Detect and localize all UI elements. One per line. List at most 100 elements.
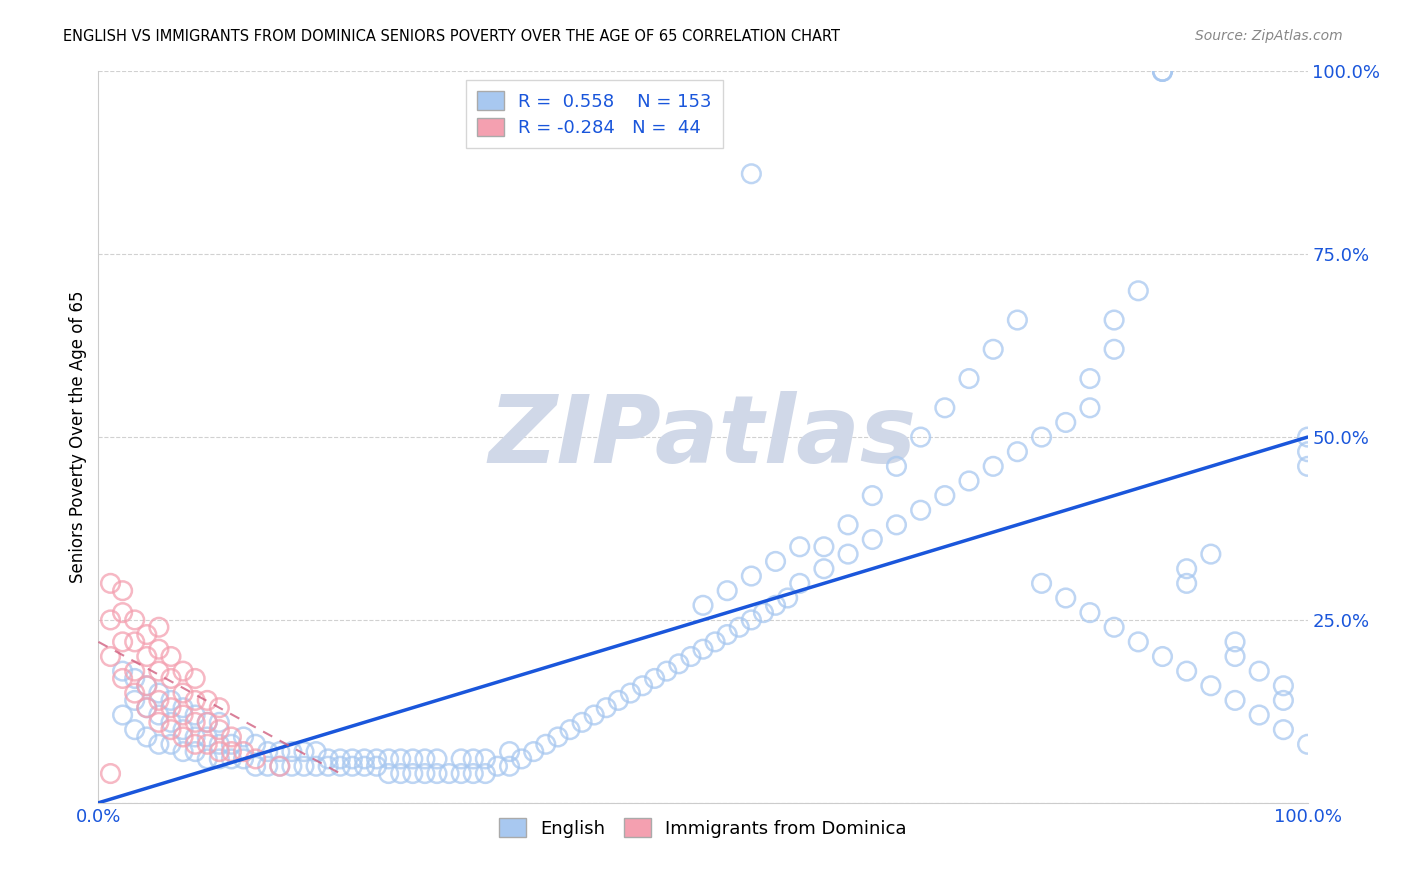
Point — [208, 737, 231, 751]
Point — [292, 759, 315, 773]
Point — [765, 554, 787, 568]
Point — [208, 752, 231, 766]
Point — [1175, 664, 1198, 678]
Point — [221, 745, 243, 759]
Point — [1031, 576, 1053, 591]
Point — [692, 642, 714, 657]
Point — [1223, 693, 1246, 707]
Point — [534, 737, 557, 751]
Point — [111, 606, 134, 620]
Point — [100, 613, 122, 627]
Text: ZIPatlas: ZIPatlas — [489, 391, 917, 483]
Point — [184, 745, 207, 759]
Point — [813, 540, 835, 554]
Point — [124, 664, 146, 678]
Point — [135, 700, 157, 714]
Point — [377, 766, 399, 780]
Point — [111, 708, 134, 723]
Point — [413, 752, 436, 766]
Point — [934, 401, 956, 415]
Point — [135, 700, 157, 714]
Point — [208, 745, 231, 759]
Point — [644, 672, 666, 686]
Point — [305, 745, 328, 759]
Point — [316, 752, 339, 766]
Point — [160, 693, 183, 707]
Point — [195, 752, 218, 766]
Point — [124, 686, 146, 700]
Point — [1128, 284, 1150, 298]
Point — [1199, 679, 1222, 693]
Point — [172, 723, 194, 737]
Point — [148, 737, 170, 751]
Point — [1031, 430, 1053, 444]
Point — [111, 672, 134, 686]
Point — [342, 759, 364, 773]
Point — [1152, 64, 1174, 78]
Point — [160, 700, 183, 714]
Point — [704, 635, 727, 649]
Point — [124, 672, 146, 686]
Point — [668, 657, 690, 671]
Point — [426, 766, 449, 780]
Point — [1102, 343, 1125, 357]
Point — [910, 430, 932, 444]
Point — [402, 752, 425, 766]
Point — [366, 759, 388, 773]
Point — [1296, 459, 1319, 474]
Point — [160, 715, 183, 730]
Point — [208, 723, 231, 737]
Point — [232, 752, 254, 766]
Text: ENGLISH VS IMMIGRANTS FROM DOMINICA SENIORS POVERTY OVER THE AGE OF 65 CORRELATI: ENGLISH VS IMMIGRANTS FROM DOMINICA SENI… — [63, 29, 841, 44]
Point — [184, 715, 207, 730]
Point — [135, 679, 157, 693]
Point — [510, 752, 533, 766]
Point — [463, 752, 485, 766]
Point — [402, 766, 425, 780]
Point — [148, 642, 170, 657]
Point — [1296, 737, 1319, 751]
Point — [281, 759, 304, 773]
Point — [221, 730, 243, 744]
Point — [195, 737, 218, 751]
Point — [100, 576, 122, 591]
Point — [1078, 401, 1101, 415]
Point — [498, 745, 520, 759]
Point — [934, 489, 956, 503]
Point — [692, 599, 714, 613]
Point — [957, 371, 980, 385]
Point — [1078, 371, 1101, 385]
Point — [316, 759, 339, 773]
Point — [1152, 64, 1174, 78]
Point — [1102, 620, 1125, 634]
Point — [1007, 313, 1029, 327]
Point — [135, 627, 157, 641]
Point — [292, 745, 315, 759]
Point — [860, 489, 883, 503]
Point — [281, 745, 304, 759]
Point — [837, 547, 859, 561]
Text: Source: ZipAtlas.com: Source: ZipAtlas.com — [1195, 29, 1343, 43]
Point — [172, 745, 194, 759]
Point — [256, 759, 278, 773]
Point — [486, 759, 509, 773]
Point — [813, 562, 835, 576]
Point — [389, 752, 412, 766]
Point — [111, 635, 134, 649]
Point — [1296, 444, 1319, 458]
Point — [1296, 430, 1319, 444]
Point — [124, 723, 146, 737]
Point — [353, 759, 375, 773]
Point — [1007, 444, 1029, 458]
Point — [221, 752, 243, 766]
Point — [160, 737, 183, 751]
Point — [160, 672, 183, 686]
Point — [232, 730, 254, 744]
Point — [195, 730, 218, 744]
Point — [740, 167, 762, 181]
Y-axis label: Seniors Poverty Over the Age of 65: Seniors Poverty Over the Age of 65 — [69, 291, 87, 583]
Point — [607, 693, 630, 707]
Point — [716, 627, 738, 641]
Point — [148, 686, 170, 700]
Point — [172, 708, 194, 723]
